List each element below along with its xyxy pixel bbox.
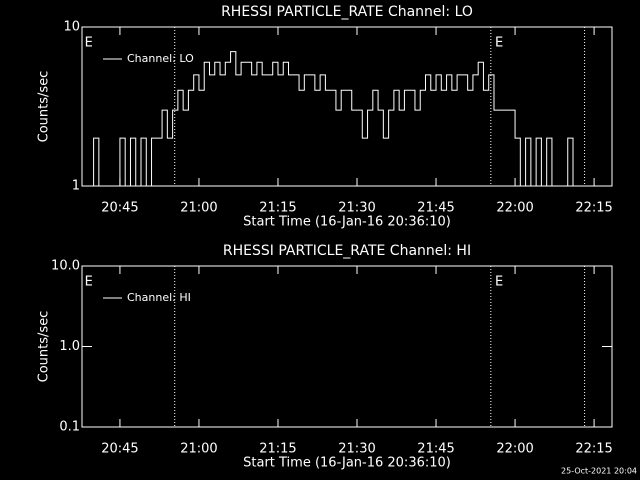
x-tick-label: 22:00 — [496, 442, 533, 457]
x-tick-label: 20:45 — [101, 201, 138, 216]
plot-frame — [81, 26, 613, 187]
x-tick-label: 21:15 — [259, 201, 296, 216]
x-tick-label: 21:30 — [338, 442, 375, 457]
x-axis-label: Start Time (16-Jan-16 20:36:10) — [243, 456, 451, 471]
y-axis-label: Counts/sec — [37, 71, 52, 143]
x-tick-label: 22:15 — [575, 442, 612, 457]
y-tick-label: 1.0 — [59, 339, 80, 354]
annotation: E — [495, 36, 503, 51]
legend-label: Channel: LO — [127, 52, 194, 65]
x-tick-label: 21:30 — [338, 201, 375, 216]
x-tick-label: 21:45 — [417, 442, 454, 457]
y-tick-label: 1 — [72, 179, 80, 194]
annotation: E — [85, 36, 93, 51]
annotation: E — [495, 275, 503, 290]
footer: 25-Oct-2021 20:04 — [561, 467, 637, 476]
x-tick-label: 20:45 — [101, 442, 138, 457]
x-axis-label: Start Time (16-Jan-16 20:36:10) — [243, 215, 451, 230]
legend-label: Channel: HI — [127, 291, 191, 304]
y-axis-label: Counts/sec — [37, 311, 52, 383]
annotation: E — [85, 275, 93, 290]
x-tick-label: 21:00 — [180, 442, 217, 457]
data-line — [88, 51, 574, 187]
y-tick-label: 10 — [63, 20, 80, 35]
x-tick-label: 21:15 — [259, 442, 296, 457]
x-tick-label: 21:00 — [180, 201, 217, 216]
chart-title: RHESSI PARTICLE_RATE Channel: HI — [223, 243, 471, 259]
x-tick-label: 22:15 — [575, 201, 612, 216]
x-tick-label: 22:00 — [496, 201, 533, 216]
chart-title: RHESSI PARTICLE_RATE Channel: LO — [221, 4, 473, 20]
x-tick-label: 21:45 — [417, 201, 454, 216]
y-tick-label: 0.1 — [59, 420, 80, 435]
y-tick-label: 10.0 — [51, 259, 80, 274]
